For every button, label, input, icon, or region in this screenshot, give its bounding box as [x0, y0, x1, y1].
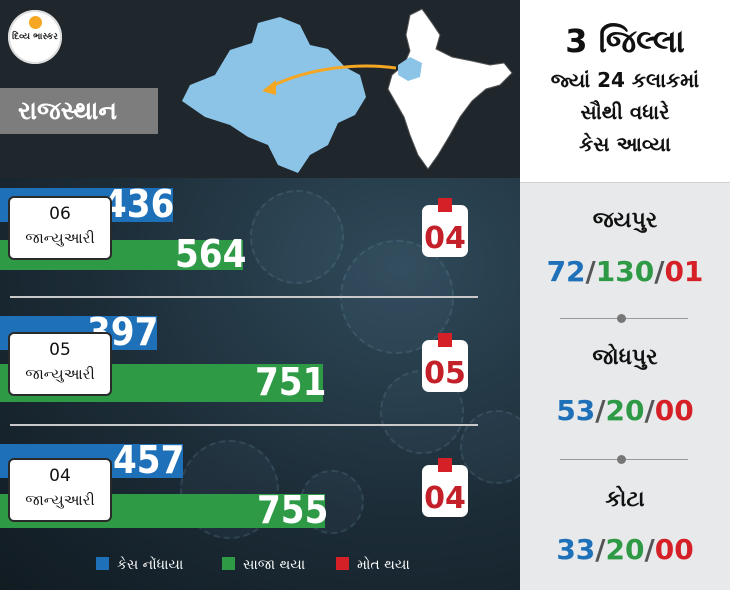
district-stats: 72/130/01 — [546, 255, 704, 288]
date-number: 05 — [49, 340, 71, 360]
right-header-box — [520, 0, 730, 183]
right-header-line4: કેસ આવ્યા — [579, 132, 671, 156]
date-month: જાન્યુઆરી — [25, 365, 95, 383]
district-name: જયપુર — [592, 208, 658, 233]
logo-text: દિવ્ય ભાસ્કર — [12, 32, 58, 42]
legend-deaths: મોત થયા — [336, 557, 410, 573]
deaths-box: 04 — [422, 458, 468, 517]
date-box: 05 જાન્યુઆરી — [8, 332, 112, 396]
recovered-value: 564 — [175, 232, 247, 276]
state-label: રાજસ્થાન — [0, 88, 158, 134]
district-deaths: 01 — [664, 255, 704, 288]
cases-value: 436 — [103, 182, 175, 226]
district-recovered: 20 — [605, 394, 645, 427]
date-month: જાન્યુઆરી — [25, 491, 95, 509]
district-recovered: 130 — [595, 255, 655, 288]
deaths-marker — [438, 198, 452, 212]
district-deaths: 00 — [654, 394, 694, 427]
deaths-marker — [438, 458, 452, 472]
district-stats: 53/20/00 — [556, 394, 694, 427]
date-box: 06 જાન્યુઆરી — [8, 196, 112, 260]
map-illustration — [182, 8, 513, 173]
district-deaths: 00 — [654, 533, 694, 566]
india-map — [387, 8, 513, 170]
date-number: 04 — [49, 466, 71, 486]
rajasthan-map — [182, 17, 366, 173]
deaths-value: 05 — [424, 356, 466, 391]
row-divider — [10, 296, 478, 298]
divider-dot — [617, 314, 626, 323]
arrow-head-icon — [262, 80, 276, 95]
cases-swatch — [96, 557, 109, 570]
deaths-value: 04 — [424, 221, 466, 256]
cases-value: 457 — [113, 438, 185, 482]
legend-cases: કેસ નોંધાયા — [96, 557, 183, 573]
row-divider — [10, 424, 478, 426]
district-stats: 33/20/00 — [556, 533, 694, 566]
recovered-swatch — [222, 557, 235, 570]
right-header-line3: સૌથી વધારે — [580, 100, 670, 124]
district-name: જોધપુર — [592, 345, 658, 370]
rajasthan-highlight — [398, 57, 422, 81]
arrow-icon — [269, 64, 397, 89]
deaths-box: 05 — [422, 333, 468, 392]
district-cases: 53 — [556, 394, 596, 427]
legend-cases-label: કેસ નોંધાયા — [117, 557, 184, 573]
brand-logo: દિવ્ય ભાસ્કર — [8, 10, 62, 64]
district-cases: 72 — [546, 255, 586, 288]
deaths-box: 04 — [422, 198, 468, 257]
right-header-line1: 3 જિલ્લા — [565, 22, 685, 60]
divider-dot — [617, 455, 626, 464]
deaths-value: 04 — [424, 481, 466, 516]
right-header-line2: જ્યાં 24 કલાકમાં — [550, 68, 700, 92]
date-month: જાન્યુઆરી — [25, 229, 95, 247]
date-box: 04 જાન્યુઆરી — [8, 458, 112, 522]
recovered-value: 751 — [255, 360, 327, 404]
district-cases: 33 — [556, 533, 596, 566]
virus-decoration — [250, 190, 344, 284]
district-name: કોટા — [605, 487, 645, 512]
deaths-swatch — [336, 557, 349, 570]
legend-deaths-label: મોત થયા — [357, 557, 410, 573]
recovered-value: 755 — [257, 488, 329, 532]
district-recovered: 20 — [605, 533, 645, 566]
legend-recovered: સાજા થયા — [222, 557, 305, 573]
legend-recovered-label: સાજા થયા — [243, 557, 306, 573]
date-number: 06 — [49, 204, 71, 224]
sun-icon — [29, 16, 42, 29]
deaths-marker — [438, 333, 452, 347]
